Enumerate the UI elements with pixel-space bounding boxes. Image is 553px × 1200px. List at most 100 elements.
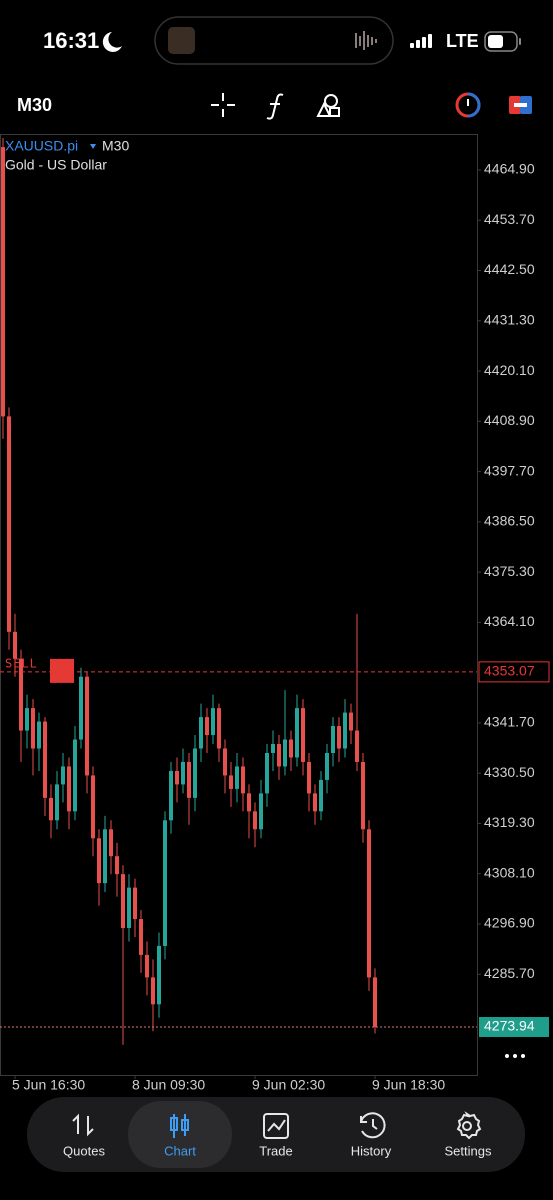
settings-icon xyxy=(456,1111,482,1140)
candle-body xyxy=(7,416,11,632)
quotes-icon xyxy=(72,1113,94,1137)
symbol-label[interactable]: XAUUSD.pi xyxy=(5,138,78,154)
candle-body xyxy=(301,708,305,762)
candle-body xyxy=(223,748,227,776)
timeframe-label: M30 xyxy=(102,138,129,154)
candle-body xyxy=(349,712,353,731)
candle-body xyxy=(295,708,299,758)
candle-body xyxy=(313,793,317,812)
candle-body xyxy=(127,887,131,929)
tab-label[interactable]: History xyxy=(351,1143,392,1158)
candle-body xyxy=(235,766,239,789)
candle-body xyxy=(109,829,113,857)
candle-body xyxy=(163,820,167,946)
order-price-box xyxy=(478,661,550,683)
active-tab-highlight xyxy=(128,1101,232,1168)
one-click-trading-button[interactable] xyxy=(455,92,481,118)
clock: 16:31 xyxy=(43,28,99,53)
last-price-label: 4273.94 xyxy=(484,1018,535,1034)
candle-body xyxy=(1,147,5,417)
y-tick-label: 4397.70 xyxy=(484,462,535,478)
x-tick-label: 8 Jun 09:30 xyxy=(132,1077,205,1093)
candle-body xyxy=(283,739,287,767)
y-tick-label: 4464.90 xyxy=(484,161,535,177)
signal-icon xyxy=(410,34,432,48)
candle-body xyxy=(217,708,221,749)
candle-body xyxy=(103,829,107,884)
candle-body xyxy=(277,744,281,767)
candle-body xyxy=(55,784,59,821)
battery-icon xyxy=(484,31,518,52)
last-price-box xyxy=(479,1017,549,1038)
candle-body xyxy=(175,770,179,785)
y-tick-label: 4341.70 xyxy=(484,714,535,730)
dynamic-island xyxy=(154,16,394,65)
candle-body xyxy=(211,708,215,736)
trade-button[interactable] xyxy=(509,96,532,114)
candle-body xyxy=(265,752,269,794)
candle-body xyxy=(331,726,335,753)
x-tick-label: 5 Jun 16:30 xyxy=(12,1077,85,1093)
symbol-dropdown[interactable] xyxy=(90,144,96,149)
candle-body xyxy=(31,708,35,749)
x-tick-label: 9 Jun 02:30 xyxy=(252,1077,325,1093)
order-type-label: SELL xyxy=(5,656,38,670)
candle-body xyxy=(229,775,233,789)
candle-body xyxy=(187,761,191,798)
tab-bar xyxy=(27,1097,525,1172)
candle-body xyxy=(247,793,251,812)
moon-icon xyxy=(102,32,122,52)
more-button[interactable] xyxy=(505,1054,525,1058)
tab-label[interactable]: Chart xyxy=(164,1143,196,1158)
candle-body xyxy=(259,793,263,830)
album-art xyxy=(168,27,195,54)
y-tick-label: 4453.70 xyxy=(484,211,535,227)
y-tick-label: 4386.50 xyxy=(484,513,535,529)
y-tick-label: 4420.10 xyxy=(484,362,535,378)
y-tick-label: 4308.10 xyxy=(484,864,535,880)
candle-body xyxy=(199,717,203,749)
candle-body xyxy=(151,977,155,1005)
candle-body xyxy=(73,739,77,812)
candle-body xyxy=(319,779,323,812)
candle-body xyxy=(205,717,209,736)
network-label: LTE xyxy=(446,31,479,51)
order-close-button[interactable] xyxy=(50,658,74,683)
indicators-button[interactable] xyxy=(266,93,284,120)
y-tick-label: 4375.30 xyxy=(484,563,535,579)
candle-body xyxy=(361,761,365,830)
candle-body xyxy=(145,954,149,978)
tab-label[interactable]: Trade xyxy=(259,1143,292,1158)
candle-body xyxy=(367,829,371,978)
y-tick-label: 4330.50 xyxy=(484,764,535,780)
tab-label[interactable]: Quotes xyxy=(63,1143,105,1158)
candle-body xyxy=(91,775,95,839)
candle-body xyxy=(97,838,101,884)
chart-frame xyxy=(0,134,478,1076)
candle-body xyxy=(169,770,173,821)
y-tick-label: 4442.50 xyxy=(484,261,535,277)
y-tick-label: 4319.30 xyxy=(484,814,535,830)
objects-button[interactable] xyxy=(316,94,340,117)
candle-body xyxy=(181,761,185,785)
candle-body xyxy=(193,748,197,798)
y-tick-label: 4431.30 xyxy=(484,312,535,328)
candle-body xyxy=(253,811,257,830)
tab-label[interactable]: Settings xyxy=(445,1143,492,1158)
chart-icon xyxy=(170,1114,189,1138)
candle-body xyxy=(13,631,17,659)
candle-body xyxy=(43,721,47,798)
candle-body xyxy=(241,766,245,794)
candle-body xyxy=(355,730,359,762)
timeframe-button[interactable]: M30 xyxy=(17,95,52,115)
trade-icon xyxy=(263,1113,289,1139)
candle-body xyxy=(85,676,89,776)
candle-body xyxy=(307,761,311,794)
symbol-description: Gold - US Dollar xyxy=(5,157,107,173)
candle-body xyxy=(25,708,29,731)
candles xyxy=(1,138,377,1045)
candle-body xyxy=(373,977,377,1028)
candle-body xyxy=(121,874,125,929)
crosshair-button[interactable] xyxy=(211,93,235,117)
